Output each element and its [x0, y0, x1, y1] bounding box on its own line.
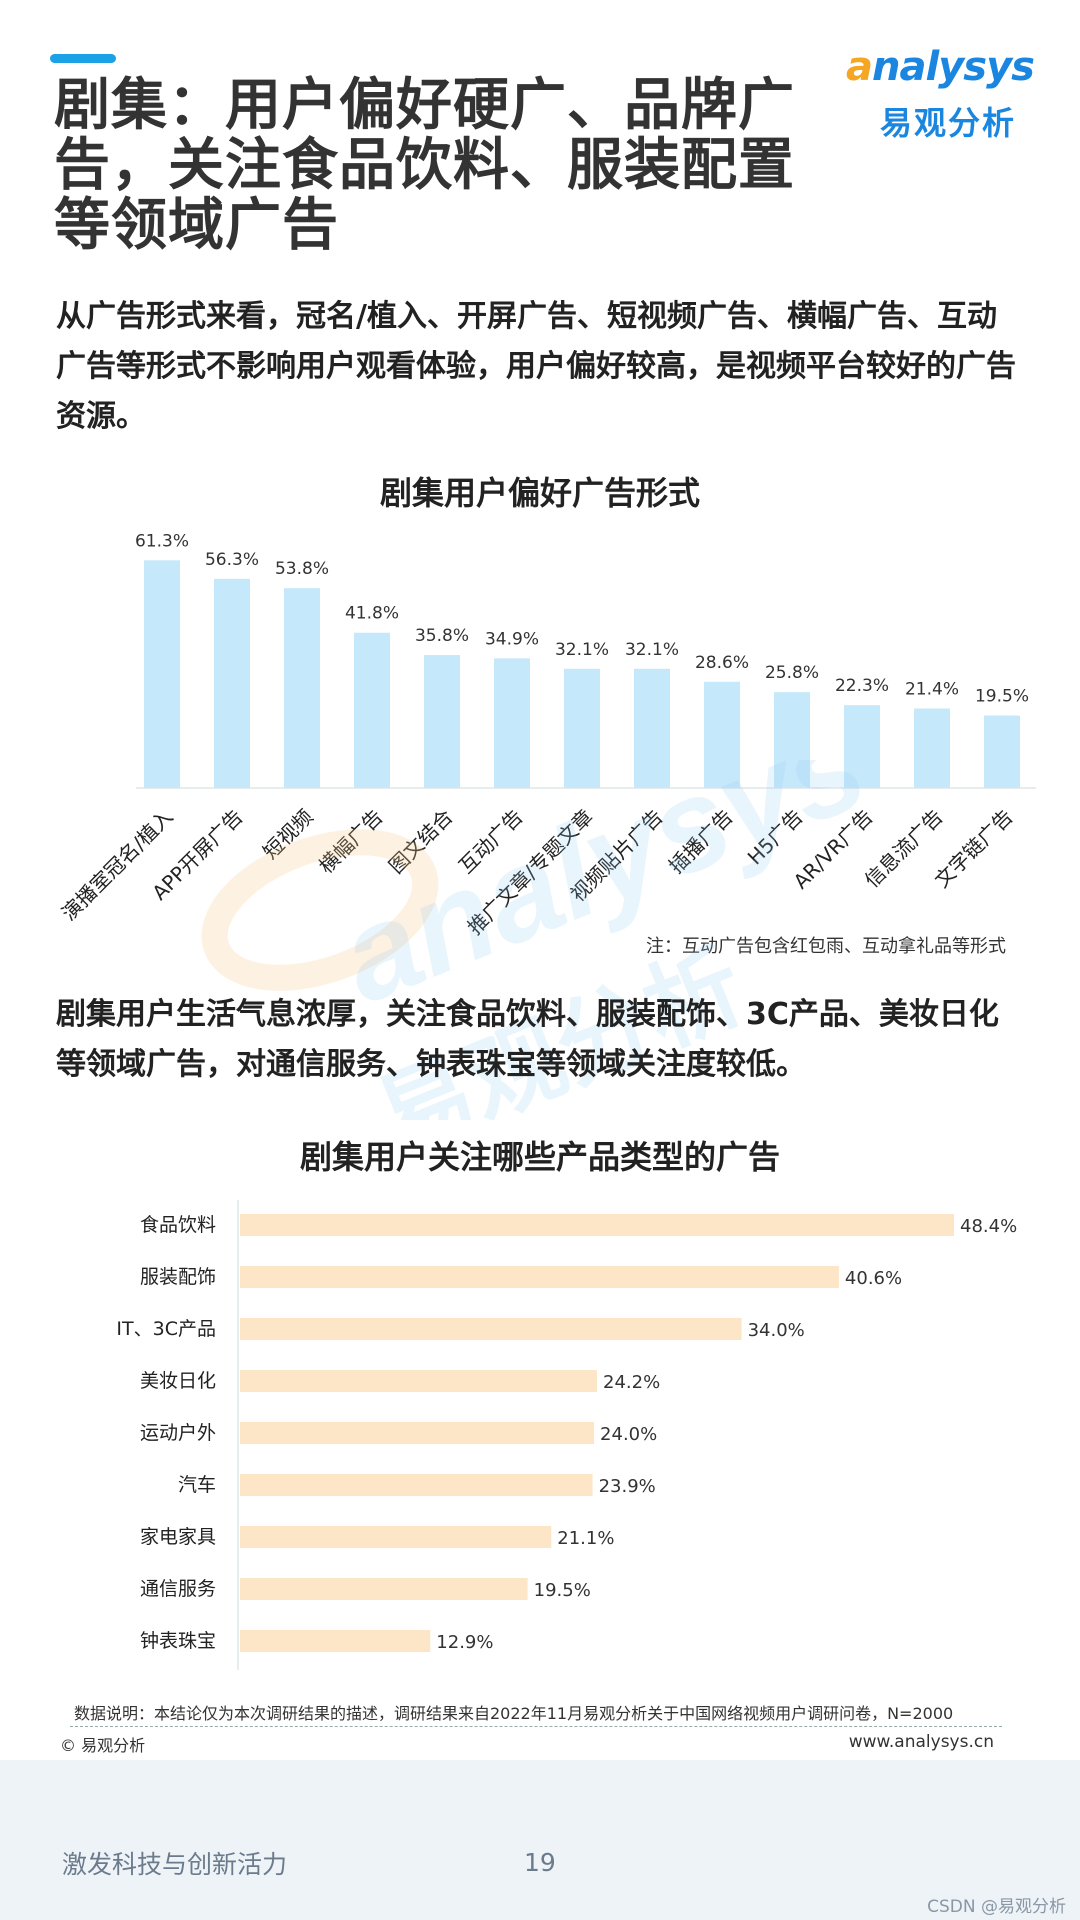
page-title: 剧集：用户偏好硬广、品牌广告，关注食品饮料、服装配置等领域广告 — [54, 73, 795, 258]
category-label: IT、3C产品 — [116, 1318, 216, 1340]
category-label: 汽车 — [178, 1474, 216, 1496]
category-label: 演播室冠名/植入 — [57, 805, 178, 926]
bar-value-label: 25.8% — [765, 663, 819, 683]
bar-value-label: 34.0% — [748, 1320, 805, 1341]
bar-0 — [144, 560, 180, 788]
category-label: 图文结合 — [384, 805, 458, 879]
bar-4 — [424, 655, 460, 788]
intro-paragraph: 从广告形式来看，冠名/植入、开屏广告、短视频广告、横幅广告、互动广告等形式不影响… — [56, 299, 1016, 434]
category-label: 服装配饰 — [140, 1266, 216, 1288]
bar-value-label: 23.9% — [599, 1476, 656, 1497]
bar-value-label: 56.3% — [205, 550, 259, 570]
bar-value-label: 19.5% — [975, 687, 1029, 707]
category-label: H5广告 — [743, 805, 808, 870]
chart1-title: 剧集用户偏好广告形式 — [379, 474, 700, 512]
logo-wordmark: nalysys — [872, 44, 1035, 90]
bar-value-label: 41.8% — [345, 604, 399, 624]
category-label: 运动户外 — [140, 1422, 216, 1444]
category-label: 通信服务 — [140, 1578, 216, 1600]
bar-8 — [704, 681, 740, 788]
bar-6 — [564, 668, 600, 788]
slogan: 激发科技与创新活力 — [62, 1850, 288, 1879]
bar-12 — [984, 715, 1020, 788]
bar-value-label: 28.6% — [695, 653, 749, 673]
hbar-1 — [240, 1266, 839, 1288]
category-label: 美妆日化 — [140, 1370, 216, 1392]
product-type-bar-chart: 食品饮料 48.4% 服装配饰 40.6% IT、3C产品 34.0% 美妆日化 24.2% 运… — [116, 1200, 1017, 1670]
chart1-note: 注：互动广告包含红包雨、互动拿礼品等形式 — [646, 936, 1006, 957]
bar-value-label: 48.4% — [960, 1216, 1017, 1237]
bar-value-label: 22.3% — [835, 676, 889, 696]
footer-divider — [70, 1726, 1002, 1727]
hbar-5 — [240, 1474, 593, 1496]
chart2-title: 剧集用户关注哪些产品类型的广告 — [299, 1138, 780, 1176]
mid-paragraph: 剧集用户生活气息浓厚，关注食品饮料、服装配饰、3C产品、美妆日化等领域广告，对通… — [56, 997, 999, 1082]
logo-swoosh-a: a — [846, 44, 873, 90]
category-label: 短视频 — [258, 805, 317, 864]
category-label: 家电家具 — [140, 1526, 216, 1548]
category-label: 互动广告 — [454, 805, 528, 879]
footer-band — [0, 1760, 1080, 1920]
copyright: © 易观分析 — [60, 1736, 146, 1755]
website-link[interactable]: www.analysys.cn — [848, 1732, 994, 1752]
category-label: 推广文章/专题文章 — [463, 805, 598, 940]
bar-value-label: 24.0% — [600, 1424, 657, 1445]
title-accent-bar — [50, 54, 116, 63]
hbar-8 — [240, 1630, 431, 1652]
bar-value-label: 19.5% — [534, 1580, 591, 1601]
bar-value-label: 35.8% — [415, 626, 469, 646]
logo-text-en: analysys — [846, 44, 1035, 90]
hbar-3 — [240, 1370, 597, 1392]
bar-3 — [354, 632, 390, 788]
logo-text-cn: 易观分析 — [880, 104, 1017, 142]
bar-value-label: 61.3% — [135, 531, 189, 551]
bar-value-label: 53.8% — [275, 559, 329, 579]
bar-value-label: 34.9% — [485, 629, 539, 649]
bar-2 — [284, 588, 320, 788]
bar-5 — [494, 658, 530, 788]
analysys-logo: analysys 易观分析 — [846, 44, 1042, 144]
hbar-4 — [240, 1422, 595, 1444]
bar-11 — [914, 708, 950, 788]
bar-value-label: 21.4% — [905, 680, 959, 700]
category-label: 食品饮料 — [140, 1214, 216, 1236]
bar-value-label: 24.2% — [603, 1372, 660, 1393]
bar-value-label: 32.1% — [555, 640, 609, 660]
hbar-7 — [240, 1578, 528, 1600]
bar-value-label: 40.6% — [845, 1268, 902, 1289]
bar-7 — [634, 668, 670, 788]
source-credit: CSDN @易观分析 — [927, 1897, 1066, 1917]
bar-10 — [844, 705, 880, 788]
page-number: 19 — [524, 1848, 556, 1877]
hbar-2 — [240, 1318, 742, 1340]
bar-value-label: 12.9% — [436, 1632, 493, 1653]
bar-9 — [774, 692, 810, 788]
category-label: 横幅广告 — [314, 805, 388, 879]
bar-value-label: 21.1% — [557, 1528, 614, 1549]
category-label: 钟表珠宝 — [140, 1630, 216, 1652]
ad-format-bar-chart: 61.3%演播室冠名/植入56.3%APP开屏广告53.8%短视频41.8%横幅… — [57, 531, 1036, 940]
bar-value-label: 32.1% — [625, 640, 679, 660]
bar-1 — [214, 578, 250, 788]
hbar-6 — [240, 1526, 552, 1548]
hbar-0 — [240, 1214, 954, 1236]
category-label: 插播广告 — [664, 805, 738, 879]
data-note: 数据说明：本结论仅为本次调研结果的描述，调研结果来自2022年11月易观分析关于… — [74, 1704, 954, 1723]
